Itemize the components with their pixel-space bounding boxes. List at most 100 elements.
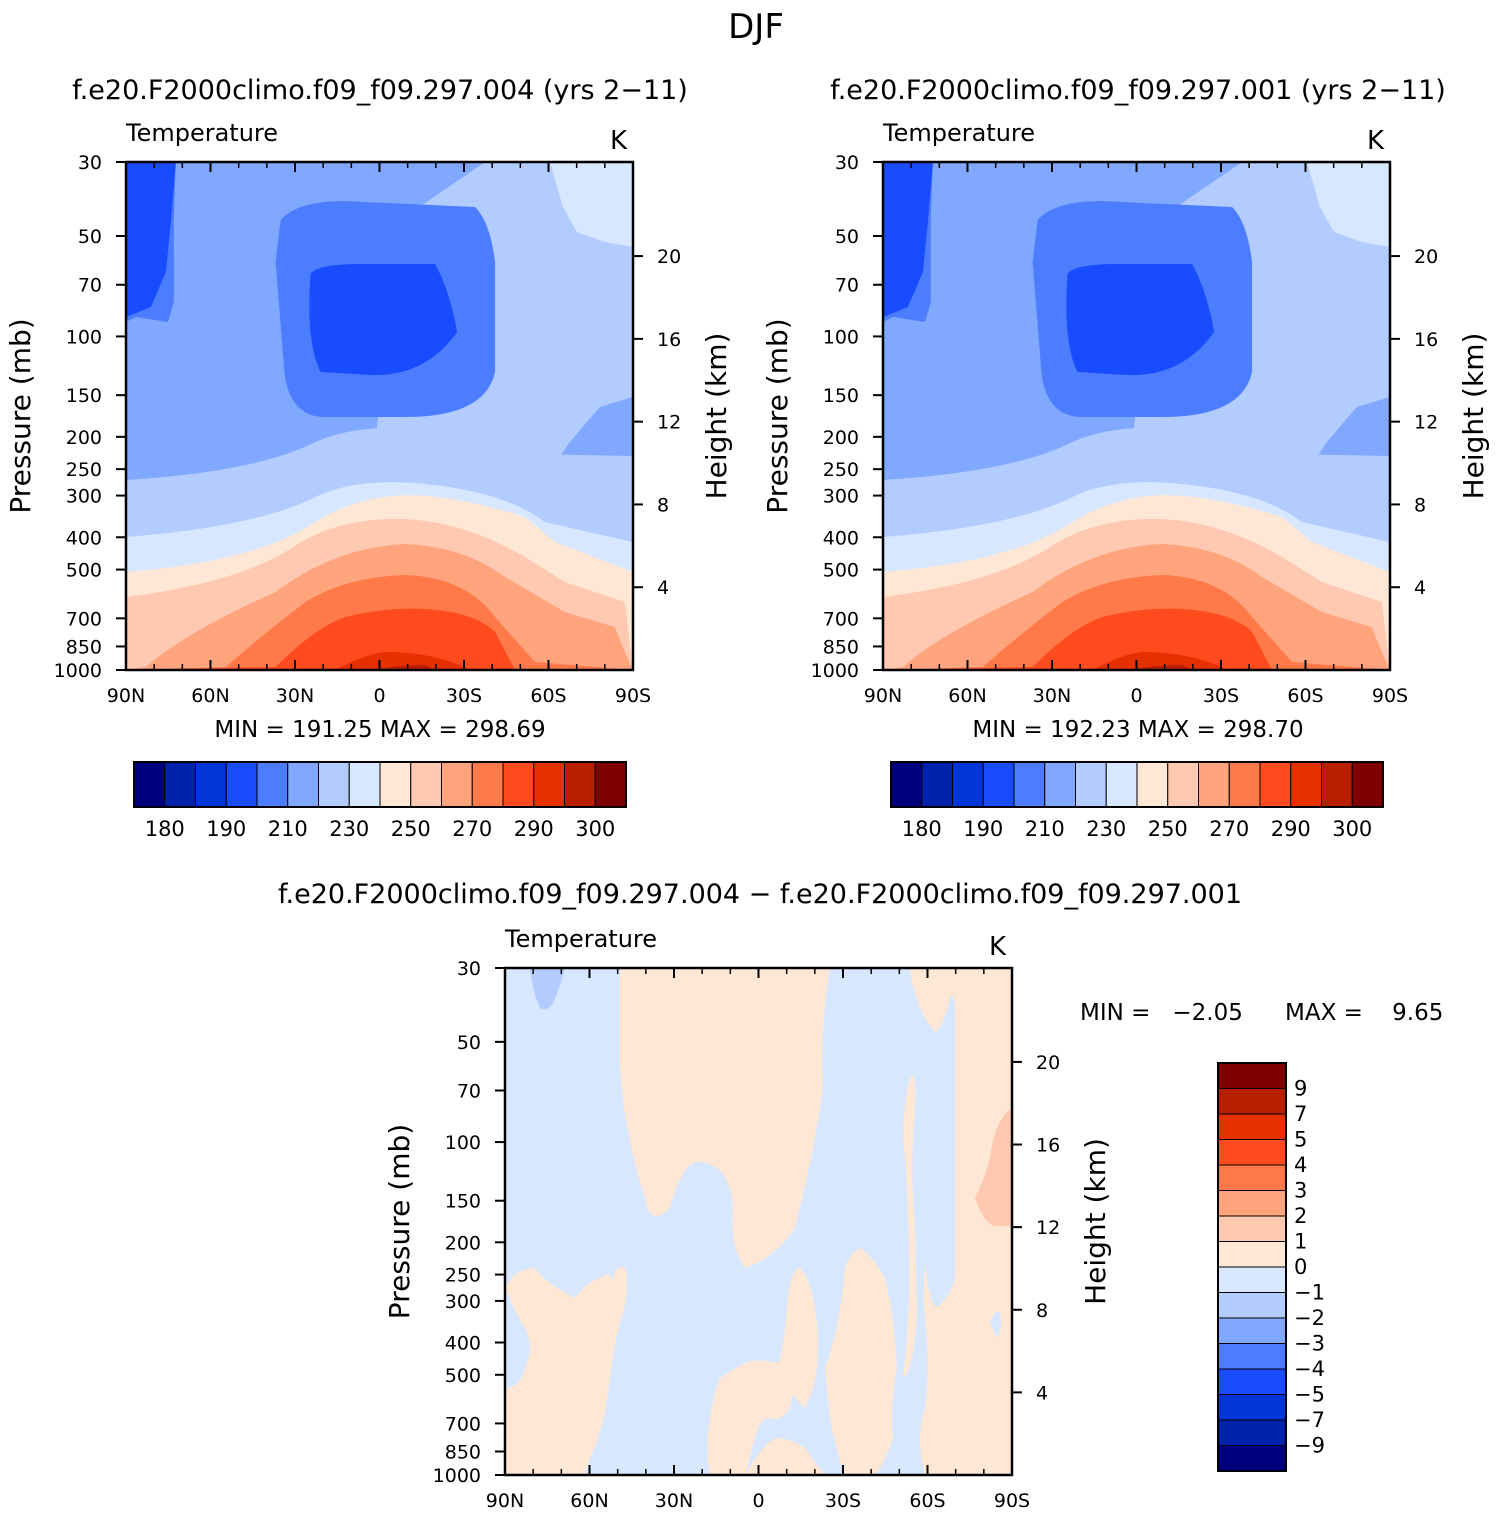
y-tick-label: 250 — [66, 459, 102, 481]
y-tick-label: 250 — [445, 1265, 481, 1287]
colorbar-box — [1105, 761, 1138, 808]
colorbar-box — [1075, 761, 1107, 808]
colorbar-label: 250 — [1148, 817, 1188, 841]
colorbar-frame — [890, 761, 1384, 808]
colorbar-label: 270 — [452, 817, 492, 841]
y-tick-label: 150 — [445, 1191, 481, 1213]
colorbar-label: 7 — [1294, 1102, 1307, 1126]
min-max-label: MIN = 191.25 MAX = 298.69 — [214, 717, 545, 743]
colorbar-box — [594, 761, 627, 808]
y2-tick-label: 16 — [1036, 1135, 1060, 1157]
y-tick-label: 500 — [445, 1365, 481, 1387]
y-tick-label: 30 — [835, 152, 859, 174]
panel-unit-label: K — [1367, 126, 1385, 156]
colorbar-label: −4 — [1294, 1357, 1325, 1381]
colorbar-box — [533, 761, 565, 808]
max-label: MAX = 9.65 — [1285, 1000, 1443, 1026]
x-tick-label: 30S — [825, 1490, 861, 1512]
colorbar-box — [1321, 761, 1353, 808]
colorbar-box — [952, 761, 984, 808]
y-tick-label: 200 — [445, 1232, 481, 1254]
y-axis-title: Pressure (mb) — [383, 1124, 416, 1319]
colorbar-label: 180 — [902, 817, 942, 841]
x-tick-label: 60N — [948, 685, 986, 707]
colorbar-label: −9 — [1294, 1434, 1325, 1458]
colorbar-box — [1217, 1343, 1287, 1370]
y2-tick-label: 20 — [1414, 246, 1438, 268]
season-title: DJF — [728, 7, 784, 47]
y2-tick-label: 12 — [1036, 1217, 1060, 1239]
colorbar-frame — [1217, 1062, 1287, 1472]
y2-tick-label: 4 — [1414, 577, 1426, 599]
colorbar-box — [471, 761, 504, 808]
panel-b-axes: Temperature K 90N 60N 30N 0 30S 60S 90S 30 50 70 100… — [761, 119, 1490, 743]
min-max-label: MIN = 192.23 MAX = 298.70 — [972, 717, 1303, 743]
colorbar-box — [379, 761, 412, 808]
colorbar-box — [502, 761, 535, 808]
x-tick-label: 90S — [1372, 685, 1408, 707]
min-label: MIN = −2.05 — [1080, 1000, 1243, 1026]
colorbar-label: 300 — [1332, 817, 1372, 841]
colorbar-box — [1013, 761, 1046, 808]
x-tick-label: 90N — [864, 685, 902, 707]
colorbar-box — [1217, 1215, 1287, 1242]
colorbar-label: −2 — [1294, 1306, 1325, 1330]
y-tick-label: 500 — [66, 560, 102, 582]
y2-tick-label: 8 — [1036, 1300, 1048, 1322]
y-tick-label: 700 — [823, 608, 859, 630]
x-tick-label: 90N — [486, 1490, 524, 1512]
y-tick-label: 300 — [66, 486, 102, 508]
y-tick-label: 850 — [66, 636, 102, 658]
colorbar-box — [1228, 761, 1261, 808]
colorbar-box — [225, 761, 258, 808]
colorbar-box — [1217, 1292, 1287, 1319]
y-tick-label: 1000 — [54, 660, 102, 682]
colorbar-box — [1217, 1088, 1287, 1115]
colorbar-label: −3 — [1294, 1332, 1325, 1356]
colorbar-label: 0 — [1294, 1255, 1307, 1279]
panel-b-colorbar: 180 190 210 230 250 270 290 300 — [890, 761, 1384, 841]
colorbar-box — [1044, 761, 1076, 808]
panel-title-left: f.e20.F2000climo.f09_f09.297.004 (yrs 2−… — [72, 75, 688, 106]
x-tick-label: 0 — [373, 685, 385, 707]
y2-tick-label: 20 — [657, 246, 681, 268]
y2-tick-label: 12 — [1414, 412, 1438, 434]
colorbar-label: 190 — [963, 817, 1003, 841]
x-tick-label: 60N — [570, 1490, 608, 1512]
colorbar-label: 290 — [514, 817, 554, 841]
y-axis-title: Pressure (mb) — [4, 318, 37, 513]
colorbar-box — [1217, 1164, 1287, 1191]
y-tick-label: 700 — [66, 608, 102, 630]
x-tick-label: 90N — [107, 685, 145, 707]
colorbar-label: 300 — [575, 817, 615, 841]
y-tick-label: 300 — [823, 486, 859, 508]
colorbar-box — [410, 761, 442, 808]
y-tick-label: 50 — [457, 1032, 481, 1054]
y2-tick-label: 20 — [1036, 1052, 1060, 1074]
colorbar-box — [1217, 1317, 1287, 1344]
x-tick-label: 90S — [615, 685, 651, 707]
colorbar-box — [982, 761, 1015, 808]
y-tick-label: 100 — [445, 1132, 481, 1154]
y-tick-label: 400 — [445, 1333, 481, 1355]
x-tick-label: 0 — [752, 1490, 764, 1512]
y-tick-label: 50 — [78, 226, 102, 248]
y-tick-label: 1000 — [811, 660, 859, 682]
x-tick-label: 90S — [994, 1490, 1030, 1512]
y2-axis-title: Height (km) — [1079, 1138, 1112, 1305]
y2-tick-label: 4 — [1036, 1382, 1048, 1404]
colorbar-label: 2 — [1294, 1204, 1307, 1228]
panel-a-colorbar: 180 190 210 230 250 270 290 300 — [133, 761, 627, 841]
colorbar-box — [564, 761, 596, 808]
x-tick-label: 30S — [1203, 685, 1239, 707]
y-tick-label: 200 — [823, 427, 859, 449]
y-tick-label: 50 — [835, 226, 859, 248]
colorbar-box — [890, 761, 923, 808]
panel-a-contours — [126, 162, 633, 670]
y-tick-label: 200 — [66, 427, 102, 449]
y-tick-label: 150 — [823, 385, 859, 407]
y-tick-label: 70 — [835, 275, 859, 297]
x-tick-label: 30N — [276, 685, 314, 707]
colorbar-label: −1 — [1294, 1281, 1325, 1305]
